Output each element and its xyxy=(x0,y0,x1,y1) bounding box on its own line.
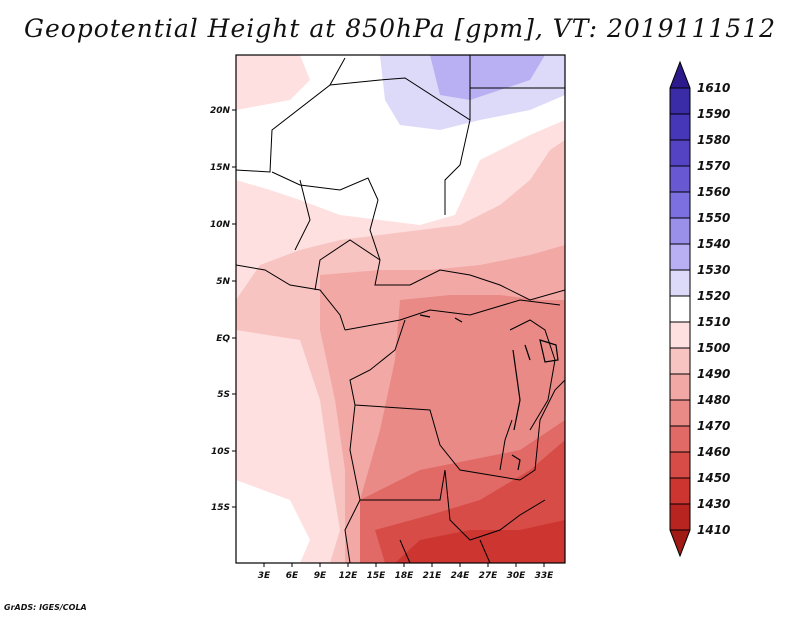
colorbar-swatch xyxy=(670,166,690,192)
country-borders xyxy=(236,55,565,563)
colorbar-label: 1470 xyxy=(697,419,730,433)
map-frame xyxy=(235,54,566,564)
colorbar-swatch xyxy=(670,426,690,452)
lakes xyxy=(419,314,559,471)
lon-label: 27E xyxy=(479,571,499,581)
lon-label: 15E xyxy=(367,571,387,581)
lat-label: 10N xyxy=(210,220,231,230)
region-1510-sw xyxy=(236,480,310,563)
colorbar-label: 1480 xyxy=(697,393,730,407)
colorbar-swatch xyxy=(670,374,690,400)
colorbar-swatch xyxy=(670,244,690,270)
colorbar-label: 1450 xyxy=(697,471,730,485)
colorbar-swatch xyxy=(670,114,690,140)
lon-label: 18E xyxy=(395,571,415,581)
colorbar-swatch xyxy=(670,88,690,114)
height-field xyxy=(236,55,565,563)
lat-label: 5S xyxy=(217,390,230,400)
colorbar-swatch xyxy=(670,270,690,296)
colorbar-swatch xyxy=(670,452,690,478)
colorbar-label: 1460 xyxy=(697,445,730,459)
colorbar-label: 1560 xyxy=(697,185,730,199)
colorbar-swatch xyxy=(670,504,690,530)
colorbar-swatch xyxy=(670,192,690,218)
lon-label: 6E xyxy=(286,571,299,581)
colorbar-swatch xyxy=(670,400,690,426)
colorbar-label: 1500 xyxy=(697,341,730,355)
credit-text: GrADS: IGES/COLA xyxy=(4,603,87,612)
lon-label: 9E xyxy=(314,571,327,581)
lat-label: 15N xyxy=(210,163,231,173)
colorbar-label: 1580 xyxy=(697,133,730,147)
colorbar-label: 1530 xyxy=(697,263,730,277)
lat-axis: 20N 15N 10N 5N EQ 5S 10S 15S xyxy=(210,106,236,513)
colorbar-label: 1590 xyxy=(697,107,730,121)
region-1530 xyxy=(430,55,545,100)
colorbar-label: 1520 xyxy=(697,289,730,303)
colorbar-label: 1410 xyxy=(697,523,730,537)
region-1430 xyxy=(395,520,565,563)
colorbar-label: 1490 xyxy=(697,367,730,381)
lat-label: 20N xyxy=(210,106,231,116)
lon-label: 3E xyxy=(258,571,271,581)
lon-label: 24E xyxy=(451,571,471,581)
region-1500-nw xyxy=(236,55,310,110)
colorbar-top-arrow xyxy=(670,62,690,88)
lon-axis: 3E 6E 9E 12E 15E 18E 21E 24E 27E 30E 33E xyxy=(258,563,554,581)
lon-label: 30E xyxy=(507,571,527,581)
colorbar-swatch xyxy=(670,322,690,348)
colorbar-separators xyxy=(670,87,690,531)
lat-label: EQ xyxy=(216,334,230,344)
colorbar-swatch xyxy=(670,296,690,322)
colorbar-swatch xyxy=(670,140,690,166)
colorbar-label: 1610 xyxy=(697,81,730,95)
colorbar: 1610 1590 1580 1570 1560 1550 1540 1530 … xyxy=(669,60,730,558)
lat-label: 5N xyxy=(216,277,230,287)
colorbar-label: 1540 xyxy=(697,237,730,251)
lon-label: 21E xyxy=(423,571,443,581)
lon-label: 33E xyxy=(535,571,555,581)
colorbar-label: 1570 xyxy=(697,159,730,173)
colorbar-label: 1430 xyxy=(697,497,730,511)
lat-label: 15S xyxy=(211,503,230,513)
lat-label: 10S xyxy=(211,447,230,457)
colorbar-swatch xyxy=(670,218,690,244)
lon-label: 12E xyxy=(339,571,359,581)
colorbar-label: 1550 xyxy=(697,211,730,225)
chart-title: Geopotential Height at 850hPa [gpm], VT:… xyxy=(23,14,777,43)
colorbar-bottom-arrow xyxy=(670,530,690,556)
colorbar-swatch xyxy=(670,348,690,374)
colorbar-label: 1510 xyxy=(697,315,730,329)
colorbar-swatch xyxy=(670,478,690,504)
